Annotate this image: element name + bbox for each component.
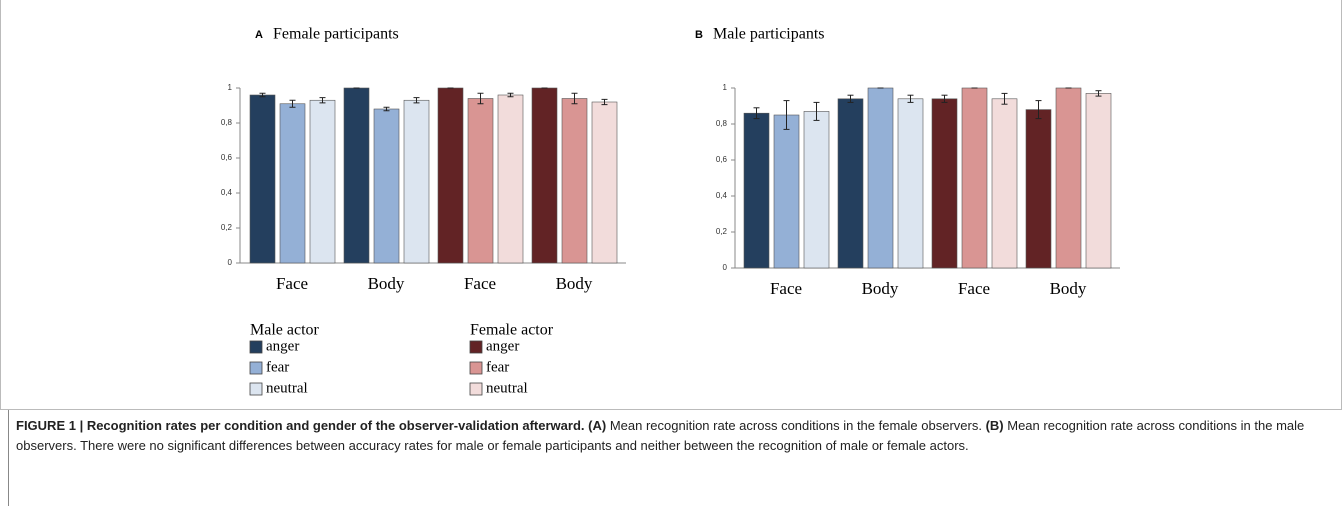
frame bbox=[0, 0, 1342, 410]
bar bbox=[343, 87, 370, 264]
legend-swatch bbox=[249, 361, 263, 375]
bar bbox=[897, 98, 924, 269]
bar bbox=[373, 108, 400, 264]
bar bbox=[931, 98, 958, 269]
y-tick-label: 0,2 bbox=[221, 223, 233, 232]
bar bbox=[773, 114, 800, 269]
legend-label: anger bbox=[266, 338, 299, 354]
x-tick-label: Body bbox=[368, 274, 405, 293]
x-tick-label: Face bbox=[276, 274, 308, 293]
bar bbox=[961, 87, 988, 269]
bar bbox=[531, 87, 558, 264]
y-tick-label: 0,4 bbox=[221, 188, 233, 197]
y-tick-label: 0,8 bbox=[716, 119, 728, 128]
y-tick-label: 1 bbox=[228, 83, 233, 92]
bar bbox=[497, 94, 524, 264]
legend-swatch bbox=[249, 382, 263, 396]
caption-label: FIGURE 1 | Recognition rates per conditi… bbox=[16, 418, 585, 433]
y-tick-label: 0 bbox=[723, 263, 728, 272]
y-tick-label: 0,6 bbox=[716, 155, 728, 164]
caption: FIGURE 1 | Recognition rates per conditi… bbox=[16, 416, 1326, 456]
caption-rule bbox=[8, 410, 9, 506]
legend-label: fear bbox=[486, 359, 509, 375]
legend-swatch bbox=[249, 340, 263, 354]
bar bbox=[1085, 93, 1112, 269]
bar bbox=[991, 98, 1018, 269]
y-tick-label: 0,2 bbox=[716, 227, 728, 236]
bar bbox=[437, 87, 464, 264]
bar bbox=[591, 101, 618, 264]
x-tick-label: Body bbox=[1050, 279, 1087, 298]
x-tick-label: Face bbox=[958, 279, 990, 298]
y-tick-label: 0,6 bbox=[221, 153, 233, 162]
legend-label: neutral bbox=[486, 380, 528, 396]
caption-a-label: (A) bbox=[588, 418, 607, 433]
x-tick-label: Body bbox=[556, 274, 593, 293]
legend-label: neutral bbox=[266, 380, 308, 396]
chart-title: Female participants bbox=[273, 26, 399, 43]
legend-label: fear bbox=[266, 359, 289, 375]
bar bbox=[403, 99, 430, 264]
legend-swatch bbox=[469, 340, 483, 354]
legend-label: anger bbox=[486, 338, 519, 354]
bar bbox=[309, 99, 336, 264]
panel-label: A bbox=[255, 29, 263, 41]
legend-title: Male actor bbox=[250, 322, 320, 339]
figure: A Female participants 0 0,2 0,4 0,6 0,8 1 Face Bo… bbox=[0, 0, 1342, 410]
y-tick-label: 0 bbox=[228, 258, 233, 267]
x-tick-label: Face bbox=[464, 274, 496, 293]
chart-title: Male participants bbox=[713, 26, 825, 43]
x-tick-label: Face bbox=[770, 279, 802, 298]
bar bbox=[279, 103, 306, 264]
legend-swatch bbox=[469, 382, 483, 396]
caption-b-label: (B) bbox=[985, 418, 1004, 433]
bar bbox=[1055, 87, 1082, 269]
legend-swatch bbox=[469, 361, 483, 375]
bar bbox=[743, 112, 770, 269]
bar bbox=[1025, 109, 1052, 269]
bar bbox=[803, 111, 830, 269]
caption-a-text: Mean recognition rate across conditions … bbox=[609, 418, 982, 433]
x-tick-label: Body bbox=[862, 279, 899, 298]
bar bbox=[249, 94, 276, 264]
legend-title: Female actor bbox=[470, 322, 554, 339]
caption-b-text: Mean recognition rate across conditions … bbox=[16, 418, 1305, 453]
bar bbox=[867, 87, 894, 269]
bar bbox=[561, 98, 588, 264]
y-tick-label: 0,8 bbox=[221, 118, 233, 127]
y-tick-label: 1 bbox=[723, 83, 728, 92]
y-tick-label: 0,4 bbox=[716, 191, 728, 200]
bar bbox=[467, 98, 494, 264]
bar bbox=[837, 98, 864, 269]
panel-label: B bbox=[695, 29, 703, 41]
